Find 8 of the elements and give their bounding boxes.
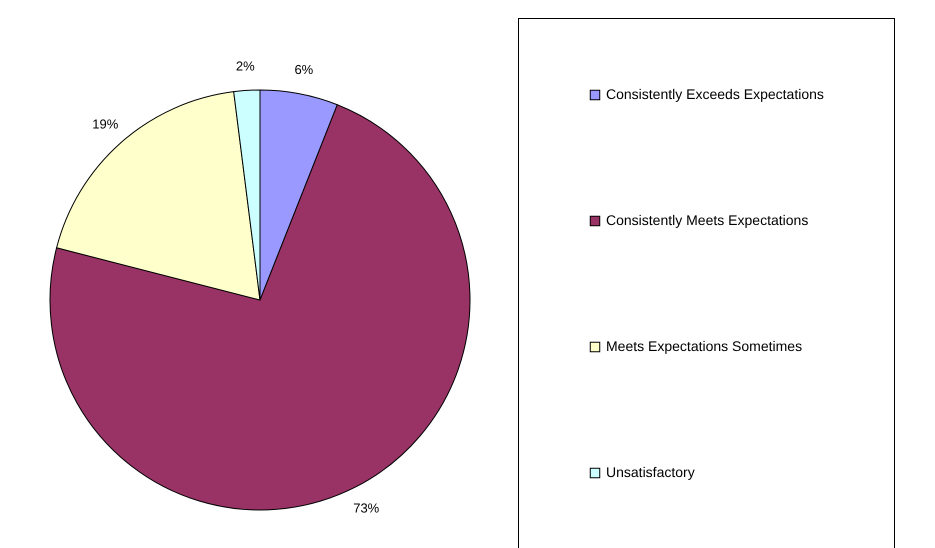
data-label: 6% xyxy=(294,62,314,78)
legend-label: Unsatisfactory xyxy=(606,464,695,480)
legend-label: Consistently Meets Expectations xyxy=(606,212,808,228)
data-label: 2% xyxy=(236,58,256,74)
data-label: 19% xyxy=(92,116,119,132)
legend-label: Consistently Exceeds Expectations xyxy=(606,86,824,102)
data-label: 73% xyxy=(353,500,380,516)
legend-label: Meets Expectations Sometimes xyxy=(606,338,802,354)
